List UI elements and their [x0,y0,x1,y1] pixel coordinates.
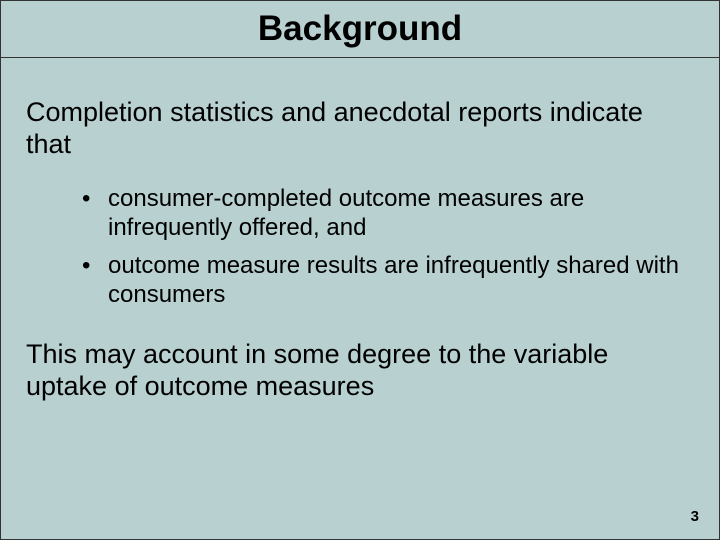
list-item: outcome measure results are infrequently… [82,252,689,310]
page-number: 3 [691,508,699,525]
title-underline [1,57,719,58]
slide-title: Background [1,1,719,57]
intro-text: Completion statistics and anecdotal repo… [26,96,689,161]
bullet-list: consumer-completed outcome measures are … [26,185,689,310]
closing-text: This may account in some degree to the v… [26,338,689,403]
list-item: consumer-completed outcome measures are … [82,185,689,243]
slide-content: Completion statistics and anecdotal repo… [1,96,719,403]
